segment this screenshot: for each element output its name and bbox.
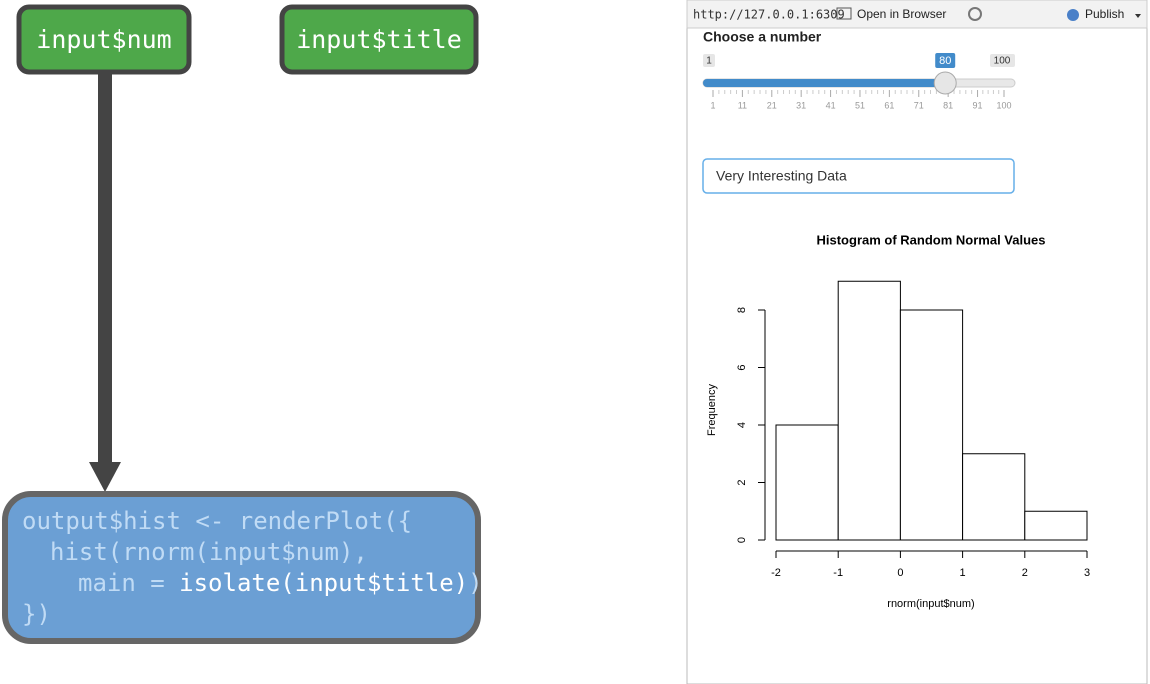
value-badge xyxy=(935,53,956,68)
slider-handle xyxy=(933,71,957,95)
slider-max: 100 xyxy=(994,56,1011,67)
x-tick-label: -1 xyxy=(833,567,843,579)
input-node xyxy=(16,4,192,75)
slider-fill xyxy=(703,79,946,87)
slider-tick-label: 51 xyxy=(855,100,865,110)
slider-value: 80 xyxy=(939,55,951,67)
slider-tick-label: 91 xyxy=(973,100,983,110)
x-tick-label: 1 xyxy=(960,567,966,579)
min-badge xyxy=(703,54,715,67)
histogram: -2 -1 0 1 2 3 0 2 4 6 8 xyxy=(736,280,1090,579)
x-tick-label: 2 xyxy=(1022,567,1028,579)
code-line: }) xyxy=(22,600,51,628)
input-label: input$title xyxy=(296,25,462,54)
y-axis-label: Frequency xyxy=(706,384,718,436)
slider-tick-label: 1 xyxy=(710,100,715,110)
slider-tick-label: 100 xyxy=(996,100,1011,110)
code-box xyxy=(2,491,481,644)
text-input[interactable] xyxy=(702,158,1015,194)
bar xyxy=(962,453,1026,541)
publish-button[interactable]: Publish xyxy=(1085,7,1124,21)
input-node xyxy=(279,4,479,75)
open-button[interactable]: Open in Browser xyxy=(857,7,946,21)
code-part: ) xyxy=(468,569,482,597)
arrow-head xyxy=(89,462,121,492)
url[interactable]: http://127.0.0.1:6309 xyxy=(693,8,845,22)
slider-tick-label: 81 xyxy=(943,100,953,110)
y-tick-label: 6 xyxy=(736,364,748,370)
publish-icon xyxy=(1067,9,1079,21)
arrow-shaft xyxy=(98,73,112,465)
y-tick-label: 2 xyxy=(736,479,748,485)
x-axis-label: rnorm(input$num) xyxy=(887,598,974,610)
bar xyxy=(775,424,839,541)
slider-min: 1 xyxy=(706,56,712,67)
slider-tick-label: 11 xyxy=(738,100,747,110)
max-badge xyxy=(990,54,1015,67)
bar xyxy=(837,280,901,541)
code-line: hist(rnorm(input$num), xyxy=(50,538,368,566)
refresh-icon[interactable] xyxy=(968,7,982,21)
x-tick-label: 0 xyxy=(897,567,903,579)
code: output$hist <- renderPlot({ hist(rnorm(i… xyxy=(22,507,483,628)
x-tick-label: -2 xyxy=(771,567,781,579)
code-highlight: isolate(input$title) xyxy=(179,569,468,597)
slider-tick-label: 71 xyxy=(914,100,924,110)
toolbar xyxy=(686,0,1148,29)
text-input-value[interactable]: Very Interesting Data xyxy=(716,168,847,184)
code-line: main = isolate(input$title)) xyxy=(78,569,483,597)
dropdown[interactable] xyxy=(1135,14,1141,18)
icon xyxy=(836,7,852,20)
code-line: output$hist <- renderPlot({ xyxy=(22,507,412,535)
slider-label: Choose a number xyxy=(703,29,822,45)
slider-tick-label: 31 xyxy=(796,100,806,110)
bar xyxy=(899,309,964,541)
input-label: input$num xyxy=(36,25,171,54)
code-part: main = xyxy=(78,569,179,597)
y-tick-label: 8 xyxy=(736,307,748,313)
chart-title: Histogram of Random Normal Values xyxy=(817,232,1046,247)
slider-tick-label: 21 xyxy=(767,100,777,110)
x-tick-label: 3 xyxy=(1084,567,1090,579)
bar xyxy=(1024,510,1088,541)
slider-tick-label: 61 xyxy=(884,100,894,110)
y-tick-label: 0 xyxy=(736,537,748,543)
y-tick-label: 4 xyxy=(736,422,748,428)
slider-tick-label: 41 xyxy=(826,100,836,110)
